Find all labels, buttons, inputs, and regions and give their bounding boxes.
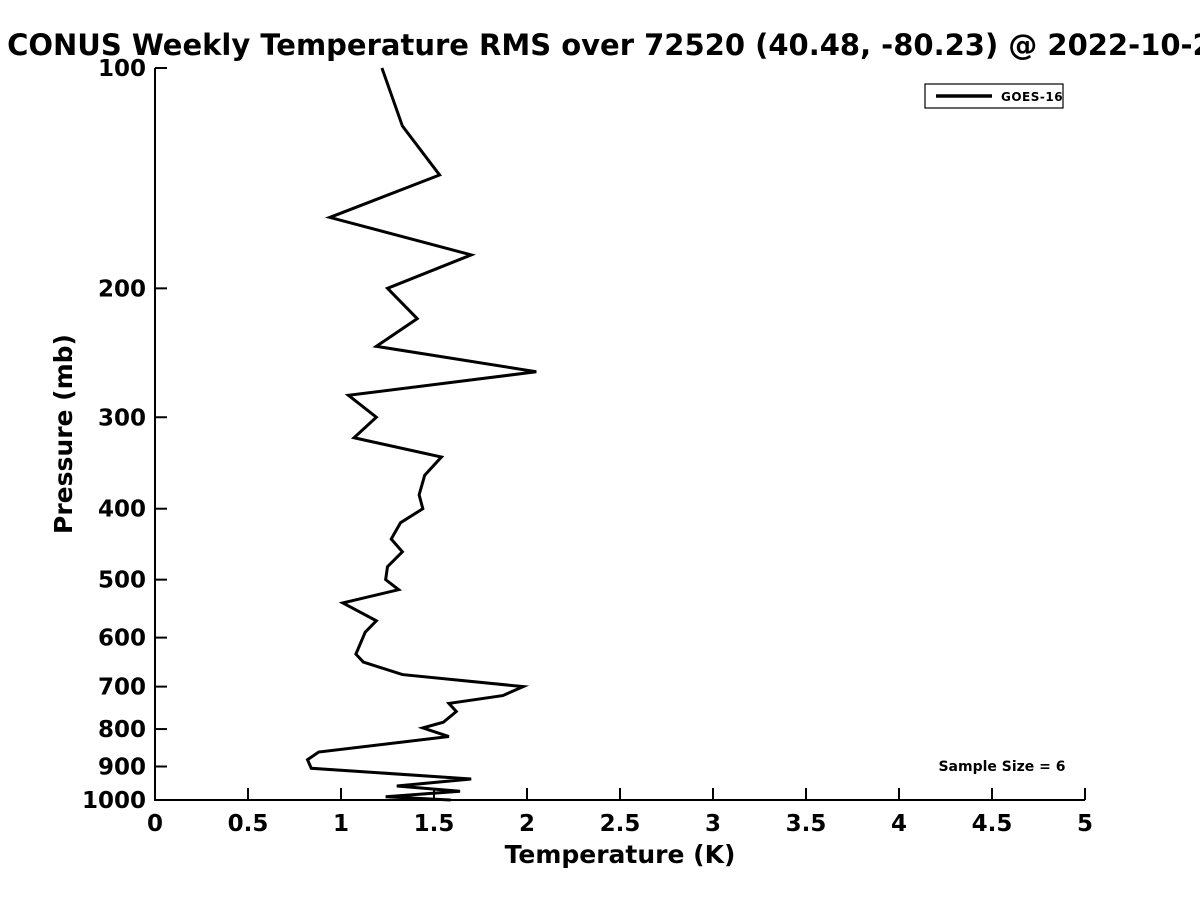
x-axis-label: Temperature (K) (505, 840, 736, 869)
y-axis-label: Pressure (mb) (49, 334, 78, 534)
y-tick-label: 800 (98, 717, 146, 743)
x-tick-label: 3 (705, 811, 721, 837)
x-tick-label: 1 (333, 811, 349, 837)
x-tick-label: 4.5 (972, 811, 1013, 837)
y-tick-label: 400 (98, 497, 146, 523)
axes: 0 0.5 1 1.5 2 2.5 3 3.5 4 4.5 5 100 200 300 400 500 600 7… (82, 56, 1093, 837)
y-tick-label: 100 (98, 56, 146, 82)
sample-size-annotation: Sample Size = 6 (938, 759, 1065, 775)
y-tick-label: 900 (98, 755, 146, 781)
legend-label-goes16: GOES-16 (1001, 90, 1063, 104)
y-tick-label: 200 (98, 276, 146, 302)
x-tick-label: 1.5 (414, 811, 455, 837)
profile-polyline-goes-16 (305, 67, 537, 802)
y-tick-label: 700 (98, 675, 146, 701)
data-series-goes16-line (305, 67, 537, 802)
x-tick-label: 4 (891, 811, 907, 837)
x-tick-label: 0 (147, 811, 163, 837)
y-tick-label: 300 (98, 405, 146, 431)
axis-spines (154, 68, 1085, 801)
chart-title: CONUS Weekly Temperature RMS over 72520 … (7, 28, 1200, 62)
x-tick-label: 2 (519, 811, 535, 837)
legend: GOES-16 (924, 83, 1064, 109)
x-tick-label: 0.5 (228, 811, 269, 837)
x-tick-label: 2.5 (600, 811, 641, 837)
y-tick-label: 500 (98, 568, 146, 594)
x-tick-label: 5 (1077, 811, 1093, 837)
x-tick-label: 3.5 (786, 811, 827, 837)
y-tick-label: 600 (98, 626, 146, 652)
y-tick-label: 1000 (82, 788, 146, 814)
